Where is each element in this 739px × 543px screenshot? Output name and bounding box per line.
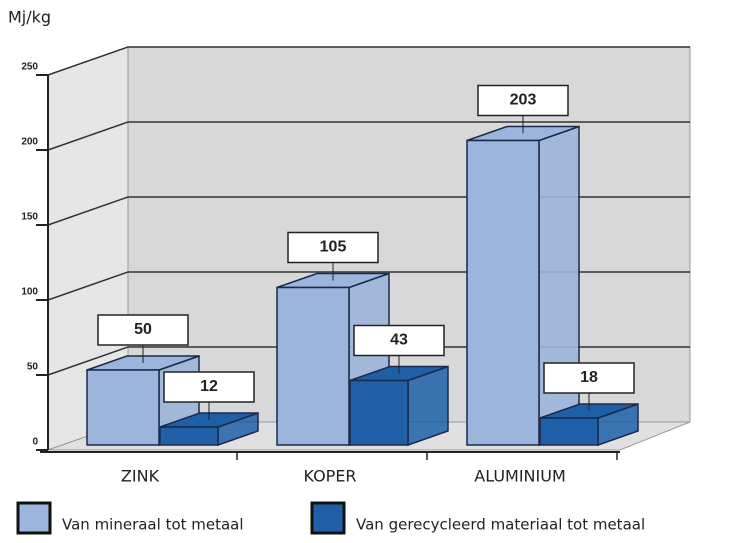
x-tick-label: ALUMINIUM (474, 467, 566, 486)
legend-swatch (310, 501, 346, 535)
x-tick-label: KOPER (303, 467, 356, 486)
y-tick-label: 250 (21, 62, 38, 73)
value-label: 18 (580, 369, 598, 386)
bar (349, 379, 409, 446)
value-label: 203 (510, 92, 537, 109)
legend-swatch (16, 501, 52, 535)
legend-label: Van gerecycleerd materiaal tot metaal (356, 516, 645, 534)
y-tick-label: 50 (27, 362, 39, 373)
grid-line (47, 46, 690, 76)
x-tick-label: ZINK (121, 467, 160, 486)
bar (466, 139, 540, 446)
bar (159, 426, 219, 446)
grid-line (47, 121, 690, 151)
value-label-box (287, 231, 379, 264)
y-tick-label: 100 (21, 287, 38, 298)
value-label-box (477, 84, 569, 117)
value-label: 43 (390, 332, 408, 349)
bar (86, 369, 160, 446)
value-label: 12 (200, 378, 218, 395)
value-label-box (97, 314, 189, 346)
bar-side (538, 125, 580, 447)
bar (276, 286, 350, 446)
y-tick-label: 200 (21, 137, 38, 148)
y-tick-label: 0 (32, 437, 38, 448)
value-label: 105 (320, 239, 347, 256)
value-label-box (163, 371, 255, 403)
value-label: 50 (134, 321, 152, 338)
y-axis-label: Mj/kg (8, 8, 51, 27)
legend-label: Van mineraal tot metaal (62, 516, 244, 534)
value-label-box (543, 362, 635, 394)
value-label-box (353, 324, 445, 357)
bar (539, 417, 599, 446)
y-tick-label: 150 (21, 212, 38, 223)
